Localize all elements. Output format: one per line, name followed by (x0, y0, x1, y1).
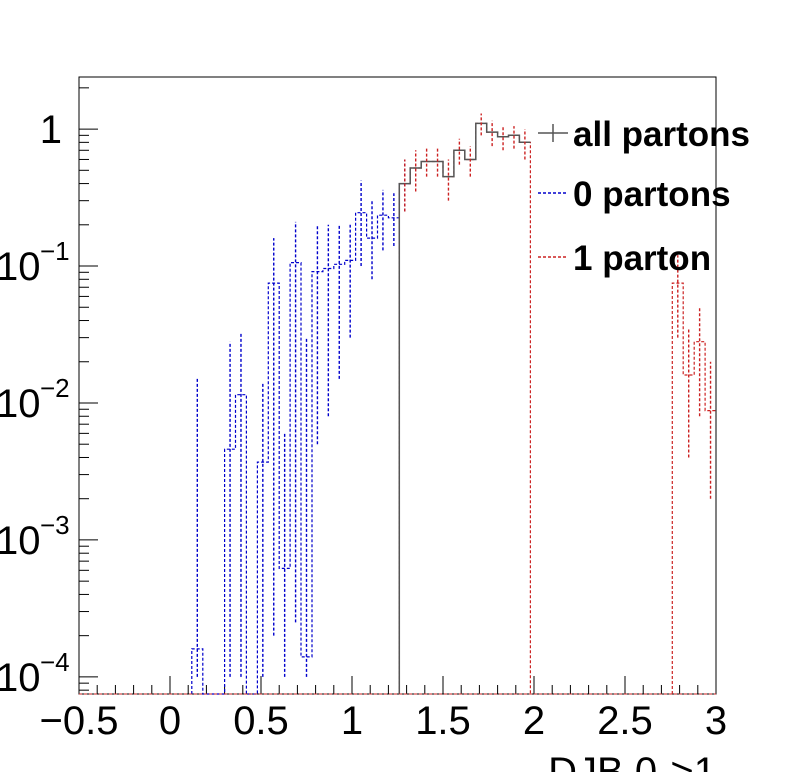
y-tick-exponent: −1 (40, 236, 70, 266)
legend-label-0-partons: 0 partons (573, 175, 731, 214)
x-tick-label: 0 (159, 699, 181, 743)
tick-labels: −0.5 0 0.5 1 1.5 2 2.5 310 −410 −310 −210 −11 (0, 108, 727, 743)
x-tick-label: 0.5 (233, 699, 289, 743)
legend-label-all-partons: all partons (573, 115, 750, 154)
y-tick-exponent: −3 (40, 510, 70, 540)
x-tick-label: 2 (523, 699, 545, 743)
y-tick-exponent: −4 (40, 647, 70, 677)
error-bars (196, 113, 712, 677)
x-tick-label: 3 (705, 699, 727, 743)
y-tick-label: 10 (0, 382, 41, 426)
plot-frame (78, 76, 717, 695)
x-axis-title: DJB 0->1 (548, 750, 716, 772)
legend: all partons 0 partons 1 parton (538, 115, 750, 278)
y-tick-label: 10 (0, 519, 41, 563)
x-tick-label: 1.5 (415, 699, 471, 743)
x-tick-label: 1 (341, 699, 363, 743)
x-tick-label: 2.5 (597, 699, 653, 743)
y-tick-exponent: −2 (40, 373, 70, 403)
axis-ticks (78, 87, 717, 694)
series-all-partons-steps (398, 122, 531, 694)
series-group (79, 122, 716, 695)
y-tick-label: 1 (40, 108, 62, 152)
y-tick-label: 10 (0, 245, 41, 289)
series-0-partons-steps (191, 183, 411, 695)
legend-label-1-parton: 1 parton (573, 239, 711, 278)
y-tick-label: 10 (0, 656, 41, 700)
x-tick-label: −0.5 (40, 699, 119, 743)
